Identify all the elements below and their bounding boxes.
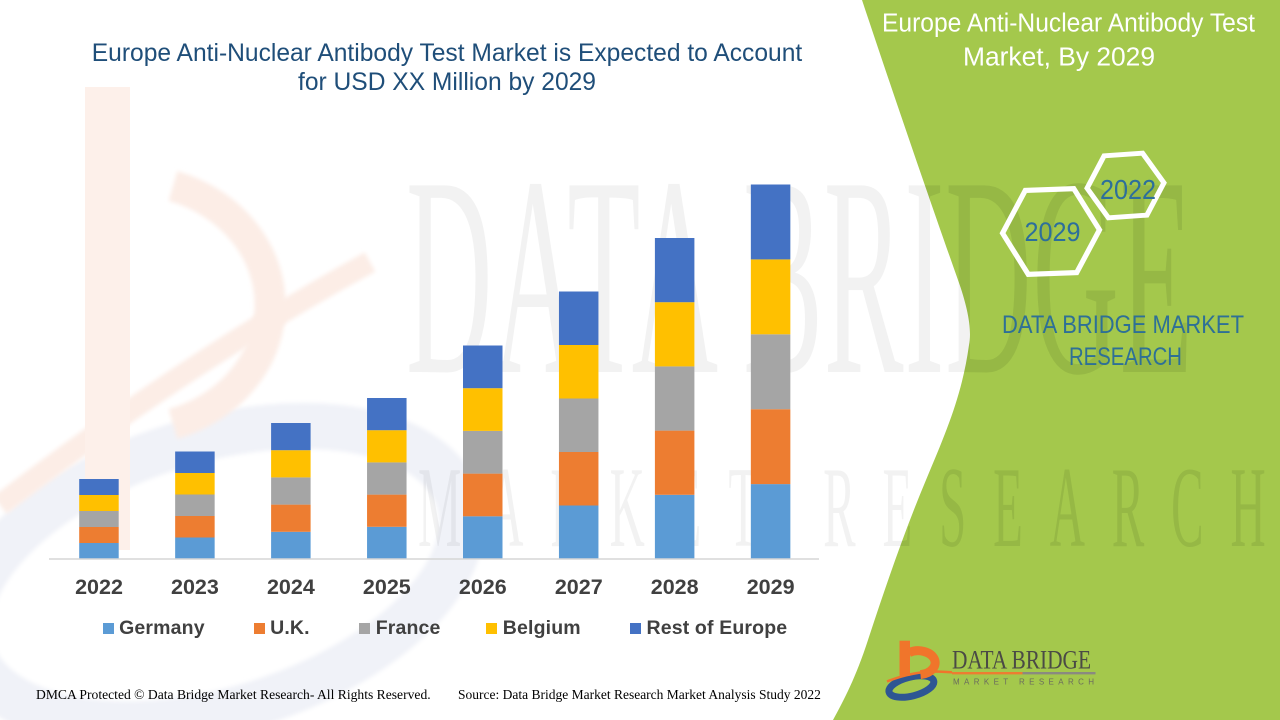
svg-text:DATA BRIDGE: DATA BRIDGE	[406, 119, 1194, 435]
svg-text:DATA BRIDGE: DATA BRIDGE	[952, 645, 1091, 675]
svg-text:Market, By 2029: Market, By 2029	[963, 44, 1155, 72]
svg-text:MARKET RESEARCH: MARKET RESEARCH	[953, 678, 1094, 687]
svg-text:2029: 2029	[1025, 217, 1081, 247]
svg-text:Europe Anti-Nuclear Antibody T: Europe Anti-Nuclear Antibody Test	[882, 10, 1255, 38]
svg-text:DATA BRIDGE MARKET: DATA BRIDGE MARKET	[1002, 311, 1244, 339]
svg-text:RESEARCH: RESEARCH	[1069, 343, 1182, 371]
svg-text:2022: 2022	[1100, 174, 1156, 205]
